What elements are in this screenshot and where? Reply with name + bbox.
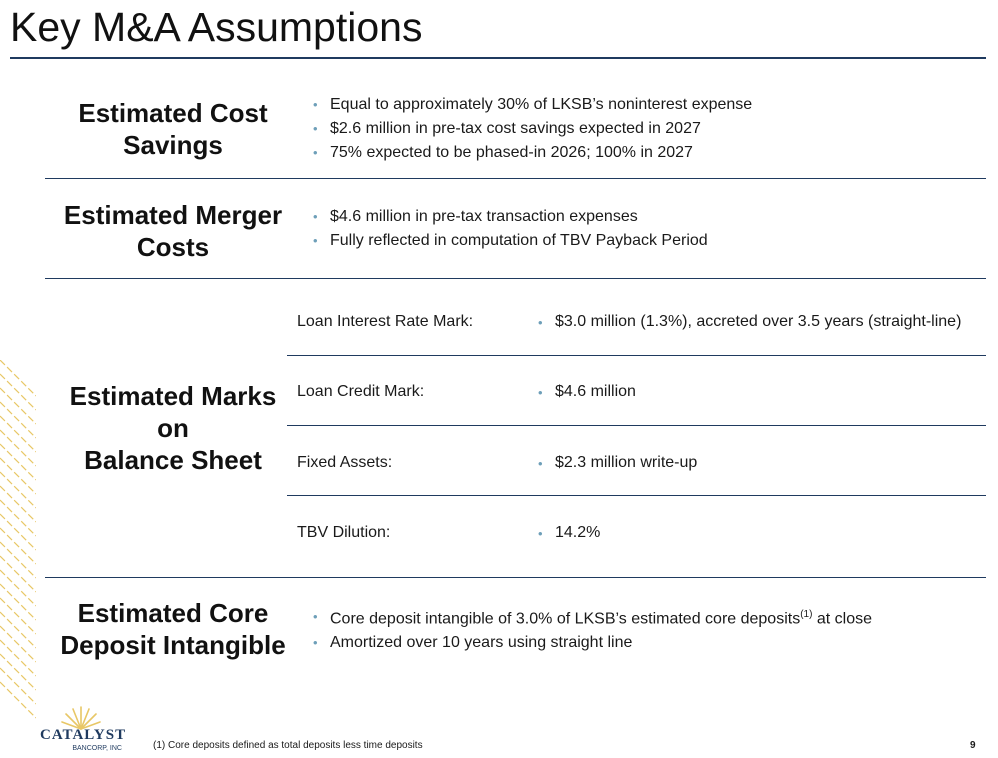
bullet-dot: • — [313, 121, 318, 136]
row-divider — [287, 355, 986, 356]
section-divider — [45, 577, 986, 578]
bullet-dot: • — [313, 233, 318, 248]
core-deposit-heading-line2: Deposit Intangible — [60, 630, 286, 660]
core-deposit-bullets: • Core deposit intangible of 3.0% of LKSB… — [313, 603, 872, 655]
bullet-dot: • — [313, 609, 318, 625]
bullet-text: $2.6 million in pre-tax cost savings exp… — [330, 120, 701, 137]
bullet-dot: • — [313, 209, 318, 224]
mark-label: Loan Credit Mark: — [297, 383, 425, 400]
bullet-item: • $4.6 million in pre-tax transaction exp… — [313, 205, 708, 229]
bullet-item: • 75% expected to be phased-in 2026; 100%… — [313, 141, 752, 165]
mark-label: TBV Dilution: — [297, 524, 391, 541]
bullet-text: Equal to approximately 30% of LKSB’s non… — [330, 96, 753, 113]
marks-heading: Estimated Marks on Balance Sheet — [52, 380, 294, 476]
bullet-dot: • — [538, 384, 543, 400]
core-deposit-heading-line1: Estimated Core — [77, 598, 269, 628]
logo-wordmark: CATALYST — [40, 727, 127, 743]
bullet-item: • Fully reflected in computation of TBV P… — [313, 229, 708, 253]
merger-costs-heading: Estimated Merger Costs — [52, 199, 294, 263]
page-title: Key M&A Assumptions — [10, 4, 423, 50]
marks-heading-line2: on — [157, 413, 189, 443]
catalyst-bancorp-logo: CATALYST BANCORP, INC — [40, 705, 127, 757]
bullet-text-main: Core deposit intangible of 3.0% of LKSB’… — [330, 610, 801, 628]
cost-savings-heading: Estimated Cost Savings — [52, 97, 294, 161]
core-deposit-heading: Estimated Core Deposit Intangible — [52, 597, 294, 661]
bullet-text: Fully reflected in computation of TBV Pa… — [330, 232, 708, 249]
bullet-item: • $2.6 million in pre-tax cost savings ex… — [313, 117, 752, 141]
title-underline — [10, 57, 986, 59]
mark-label: Fixed Assets: — [297, 454, 393, 471]
section-divider — [45, 178, 986, 179]
cost-savings-heading-line2: Savings — [123, 130, 223, 160]
bullet-text: $4.6 million in pre-tax transaction expe… — [330, 208, 638, 225]
logo-subtitle: BANCORP, INC — [72, 745, 122, 752]
bullet-dot: • — [538, 455, 543, 471]
mark-value: • $2.3 million write-up — [538, 454, 697, 472]
bullet-dot: • — [313, 145, 318, 160]
bullet-dot: • — [313, 635, 318, 651]
merger-costs-heading-line1: Estimated Merger — [63, 200, 283, 230]
bullet-dot: • — [313, 97, 318, 112]
bullet-item: • Core deposit intangible of 3.0% of LKSB… — [313, 603, 872, 631]
row-divider — [287, 425, 986, 426]
bullet-item: • Amortized over 10 years using straight … — [313, 631, 872, 655]
bullet-text-tail: at close — [812, 610, 873, 628]
mark-value-text: 14.2% — [555, 524, 601, 541]
cost-savings-bullets: • Equal to approximately 30% of LKSB’s no… — [313, 93, 752, 165]
bullet-text: Core deposit intangible of 3.0% of LKSB’… — [330, 603, 872, 631]
footnote-ref: (1) — [800, 609, 813, 620]
mark-value: • 14.2% — [538, 524, 600, 542]
bullet-item: • Equal to approximately 30% of LKSB’s no… — [313, 93, 752, 117]
marks-heading-line3: Balance Sheet — [84, 445, 262, 475]
page-number: 9 — [970, 740, 976, 751]
cost-savings-heading-line1: Estimated Cost — [78, 98, 268, 128]
merger-costs-heading-line2: Costs — [136, 232, 210, 262]
decorative-hatch-pattern — [0, 360, 36, 719]
mark-value-text: $3.0 million (1.3%), accreted over 3.5 y… — [555, 313, 962, 330]
bullet-dot: • — [538, 525, 543, 541]
merger-costs-bullets: • $4.6 million in pre-tax transaction exp… — [313, 205, 708, 253]
mark-label: Loan Interest Rate Mark: — [297, 313, 474, 330]
marks-heading-line1: Estimated Marks — [69, 381, 277, 411]
bullet-dot: • — [538, 314, 543, 330]
mark-value-text: $4.6 million — [555, 383, 636, 400]
mark-value-text: $2.3 million write-up — [555, 454, 698, 471]
section-divider — [45, 278, 986, 279]
mark-value: • $4.6 million — [538, 383, 636, 401]
footnote: (1) Core deposits defined as total depos… — [153, 740, 423, 751]
sunburst-icon — [61, 706, 101, 730]
row-divider — [287, 495, 986, 496]
mark-value: • $3.0 million (1.3%), accreted over 3.5 … — [538, 313, 961, 331]
bullet-text: Amortized over 10 years using straight l… — [330, 634, 633, 652]
bullet-text: 75% expected to be phased-in 2026; 100% … — [330, 144, 693, 161]
